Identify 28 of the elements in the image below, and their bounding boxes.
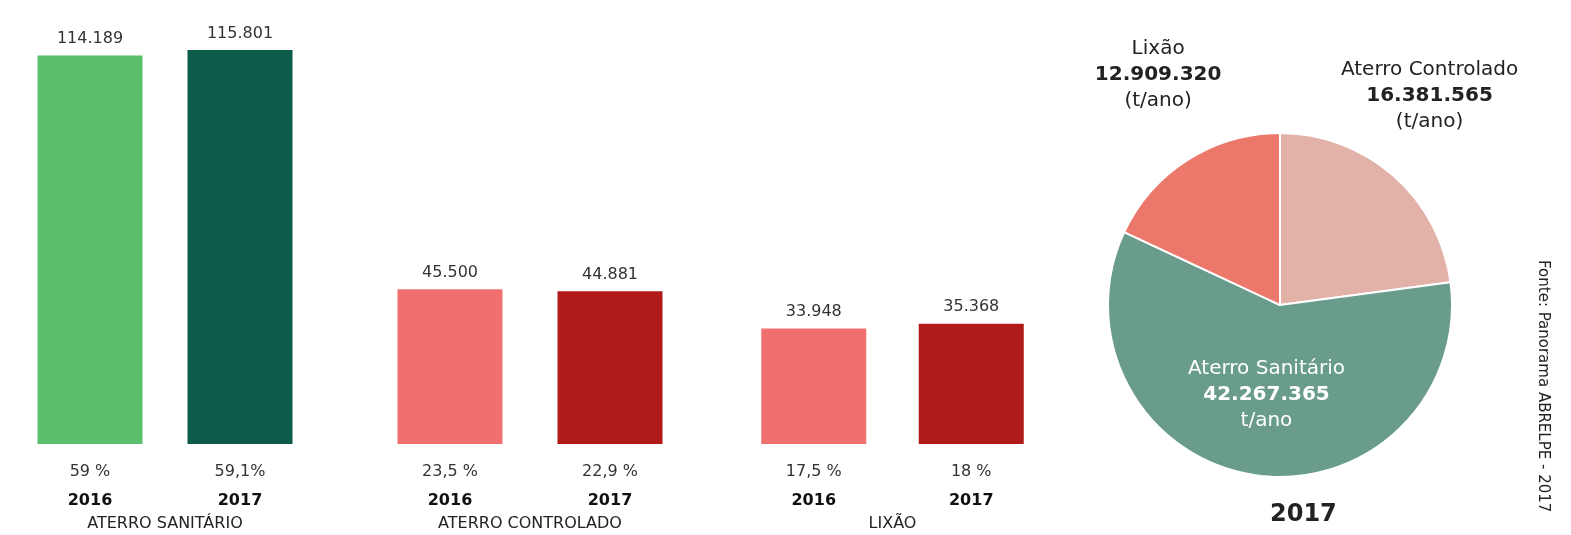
slice-label: Aterro Controlado — [1340, 56, 1519, 81]
x-tick-label: 2017 — [948, 489, 994, 509]
annotation: 22,9 % — [582, 460, 638, 480]
slice-label: Aterro Sanitário — [1187, 354, 1345, 379]
annotation: 59,1% — [214, 460, 266, 480]
annotation: 59 % — [69, 460, 111, 480]
x-axis-title: ATERRO CONTROLADO — [438, 512, 622, 532]
data-label: 35.368 — [943, 296, 1000, 316]
data-label: 16.381.565 (t/ano) — [1366, 82, 1493, 133]
annotation: 23,5 % — [422, 460, 478, 480]
x-axis-title: ATERRO SANITÁRIO — [87, 512, 243, 532]
annotation: 18 % — [950, 460, 992, 480]
x-axis-title: LIXÃO — [868, 512, 917, 532]
data-label: 44.881 — [582, 263, 638, 283]
data-label: 115.801 — [206, 22, 274, 42]
x-tick-label: 2017 — [587, 489, 633, 509]
data-label: 33.948 — [785, 301, 842, 320]
data-label: 45.500 — [422, 261, 478, 281]
source-note: Fonte: Panorama ABRELPE - 2017 — [1534, 260, 1553, 513]
x-tick-label: 2017 — [217, 489, 263, 509]
data-label: 114.189 — [56, 27, 124, 47]
data-label: 42.267.365 t/ano — [1203, 380, 1330, 431]
x-tick-label: 2016 — [791, 489, 837, 509]
x-tick-label: 2016 — [67, 489, 113, 509]
x-tick-label: 2016 — [427, 489, 473, 509]
data-label: 12.909.320 (t/ano) — [1094, 61, 1222, 112]
slice-label: Lixão — [1131, 35, 1185, 60]
annotation: 17,5 % — [785, 460, 842, 480]
